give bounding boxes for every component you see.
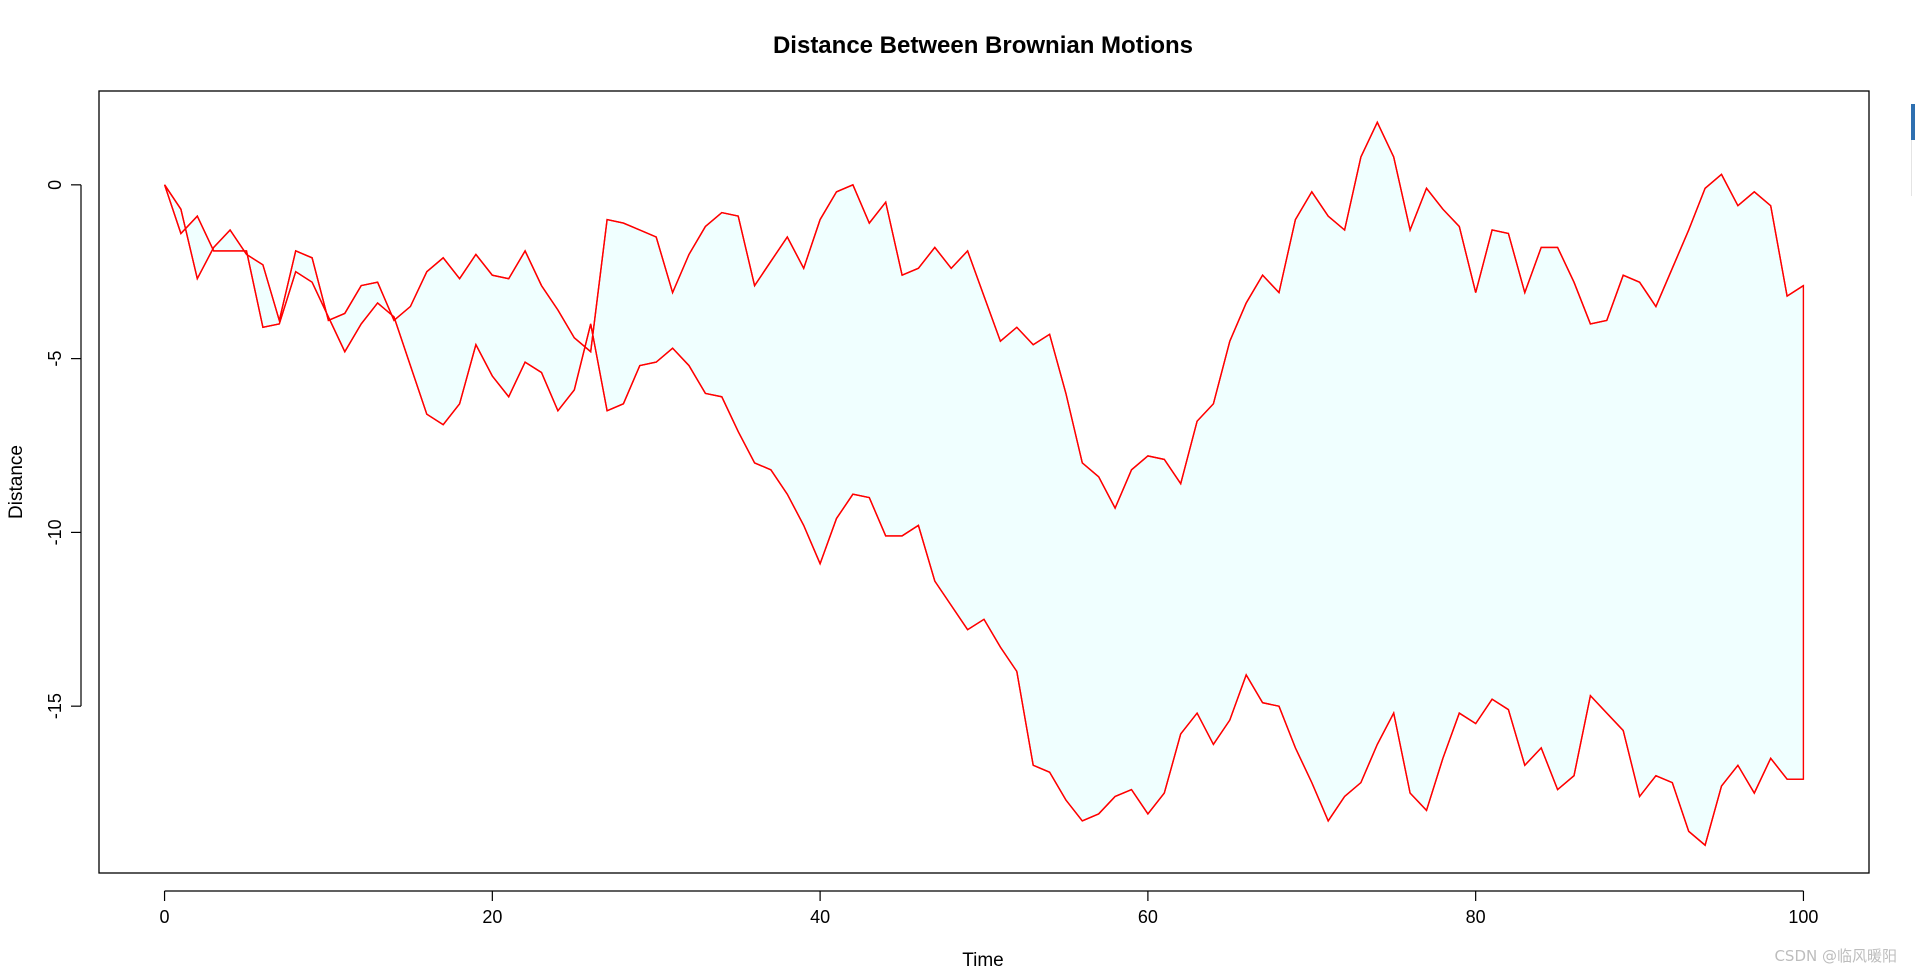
y-tick-label: -10 — [45, 519, 65, 545]
x-tick-label: 20 — [482, 907, 502, 927]
x-tick-label: 80 — [1466, 907, 1486, 927]
x-axis-label: Time — [962, 950, 1004, 971]
y-tick-label: -5 — [45, 351, 65, 367]
plot-frame — [98, 90, 1870, 874]
x-tick-label: 0 — [160, 907, 170, 927]
edge-widget-accent — [1911, 104, 1915, 140]
x-tick-label: 100 — [1788, 907, 1818, 927]
x-axis: 0 20 40 60 80 100 — [160, 890, 1818, 927]
y-tick-label: 0 — [45, 180, 65, 190]
watermark: CSDN @临风暖阳 — [1774, 947, 1897, 965]
y-tick-label: -15 — [45, 693, 65, 719]
series-line-lower — [163, 184, 1804, 847]
y-axis-label: Distance — [6, 445, 27, 519]
x-tick-label: 60 — [1138, 907, 1158, 927]
area-fill — [164, 122, 1804, 846]
edge-widget[interactable] — [1911, 104, 1915, 196]
chart-title: Distance Between Brownian Motions — [773, 32, 1193, 59]
y-axis: 0 -5 -10 -15 — [45, 180, 82, 719]
series-line-upper — [164, 120, 1804, 510]
series-lines-layer — [163, 120, 1805, 847]
area-fill-layer — [164, 122, 1804, 846]
x-tick-label: 40 — [810, 907, 830, 927]
